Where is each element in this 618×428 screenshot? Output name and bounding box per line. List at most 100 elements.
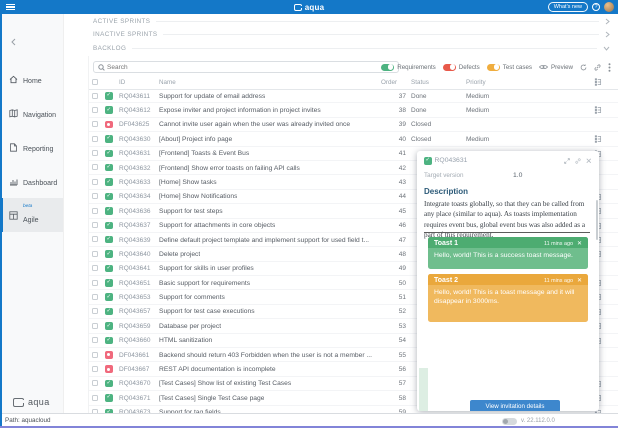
sidebar-item-reporting[interactable]: Reporting (0, 130, 63, 164)
toast-timestamp: 11 mins ago (544, 277, 573, 284)
requirement-icon: ✓ (105, 336, 113, 345)
table-row[interactable]: DF043625 Cannot invite user again when th… (89, 118, 618, 133)
sidebar-collapse-icon[interactable] (10, 38, 17, 46)
table-row[interactable]: ✓ RQ043633 [Home] Show tasks 43 (89, 175, 618, 190)
row-order: 46 (398, 222, 406, 230)
row-checkbox[interactable] (92, 351, 98, 358)
row-order: 55 (398, 351, 406, 359)
section-title: BACKLOG (93, 45, 127, 52)
table-row[interactable]: ✓ RQ043641 Support for skills in user prof… (89, 262, 618, 277)
row-checkbox[interactable] (92, 293, 98, 300)
row-checkbox[interactable] (92, 222, 98, 229)
popup-scrollbar[interactable] (595, 200, 598, 240)
menu-icon[interactable] (6, 4, 15, 10)
col-name[interactable]: Name (159, 79, 176, 86)
filter-toggle-requirements[interactable]: Requirements (381, 63, 436, 71)
search-icon (98, 63, 105, 71)
row-checkbox[interactable] (92, 337, 98, 344)
row-order: 47 (398, 236, 406, 244)
row-id: RQ043636 (119, 207, 151, 215)
filter-toggle-test-cases[interactable]: Test cases (486, 63, 532, 71)
table-row[interactable]: ✓ RQ043639 Define default project template… (89, 233, 618, 248)
preview-button[interactable]: Preview (538, 64, 573, 71)
sidebar-item-dashboard[interactable]: Dashboard (0, 164, 63, 198)
help-icon[interactable]: ? (592, 3, 600, 11)
row-checkbox[interactable] (92, 106, 98, 113)
popup-item-id[interactable]: RQ043631 (434, 157, 468, 165)
table-row[interactable]: ✓ RQ043670 [Test Cases] Show list of exist… (89, 377, 618, 392)
row-checkbox[interactable] (92, 236, 98, 243)
row-checkbox[interactable] (92, 394, 98, 401)
filter-toggle-defects[interactable]: Defects (442, 63, 480, 71)
row-name: Support for test case executions (159, 308, 255, 316)
row-name: [Frontend] Toasts & Event Bus (159, 150, 250, 158)
requirement-icon: ✓ (105, 408, 113, 415)
row-checkbox[interactable] (92, 164, 98, 171)
row-checkbox[interactable] (92, 365, 98, 372)
copy-link-icon[interactable] (574, 158, 581, 164)
row-checkbox[interactable] (92, 308, 98, 315)
row-checkbox[interactable] (92, 121, 98, 128)
row-order: 51 (398, 294, 406, 302)
row-id: RQ043612 (119, 106, 151, 114)
row-checkbox[interactable] (92, 207, 98, 214)
table-row[interactable]: ✓ RQ043612 Expose inviter and project info… (89, 103, 618, 118)
status-toggle[interactable] (502, 417, 517, 425)
expand-icon[interactable] (563, 157, 570, 164)
row-checkbox[interactable] (92, 150, 98, 157)
table-row[interactable]: DF043661 Backend should return 403 Forbid… (89, 348, 618, 363)
row-id: RQ043673 (119, 409, 150, 415)
col-priority[interactable]: Priority (466, 79, 486, 86)
row-id: RQ043641 (119, 265, 151, 273)
row-checkbox[interactable] (92, 265, 98, 272)
trace-links-icon[interactable] (594, 135, 602, 143)
requirement-icon: ✓ (105, 207, 113, 215)
table-row[interactable]: ✓ RQ043653 Support for comments 51 (89, 290, 618, 305)
row-order: 43 (398, 178, 406, 186)
requirement-icon: ✓ (105, 293, 113, 301)
section-active-sprints[interactable]: ACTIVE SPRINTS (93, 15, 610, 28)
section-inactive-sprints[interactable]: INACTIVE SPRINTS (93, 28, 610, 41)
section-backlog[interactable]: BACKLOG (93, 42, 610, 55)
col-status[interactable]: Status (411, 79, 429, 86)
row-checkbox[interactable] (92, 92, 98, 99)
close-icon[interactable] (585, 158, 592, 164)
row-checkbox[interactable] (92, 250, 98, 257)
row-checkbox[interactable] (92, 193, 98, 200)
row-checkbox[interactable] (92, 322, 98, 329)
toggle-switch[interactable] (486, 63, 500, 71)
col-id[interactable]: ID (119, 79, 126, 86)
close-icon: ✕ (576, 277, 582, 284)
select-all-checkbox[interactable] (92, 78, 98, 85)
toast-warning: Toast 2 11 mins ago ✕ Hello, world! This is… (428, 274, 588, 322)
link-button[interactable] (594, 63, 601, 71)
search-input[interactable] (107, 63, 398, 71)
sidebar-item-label: Reporting (23, 146, 54, 153)
column-settings-icon[interactable] (594, 78, 602, 86)
whats-new-button[interactable]: What's new (547, 2, 588, 12)
requirement-icon: ✓ (105, 106, 113, 114)
table-row[interactable]: ✓ RQ043632 [Frontend] Show error toasts on… (89, 161, 618, 176)
sidebar-item-label: Home (23, 78, 42, 85)
table-row[interactable]: ✓ RQ043611 Support for update of email add… (89, 89, 618, 104)
table-row[interactable]: DF043667 REST API documentation is incomp… (89, 362, 618, 377)
row-checkbox[interactable] (92, 279, 98, 286)
row-name: Support for comments (159, 294, 225, 302)
view-invitation-details-button: View invitation details (470, 400, 560, 411)
toggle-switch[interactable] (442, 63, 456, 71)
table-row[interactable]: ✓ RQ043630 [About] Project info page 40 Clos… (89, 132, 618, 147)
sidebar-item-navigation[interactable]: Navigation (0, 96, 63, 130)
col-order[interactable]: Order (381, 79, 398, 86)
search-box[interactable] (93, 61, 399, 73)
trace-links-icon[interactable] (594, 106, 602, 115)
sidebar-item-home[interactable]: Home (0, 62, 63, 96)
row-checkbox[interactable] (92, 380, 98, 387)
avatar[interactable] (604, 2, 614, 12)
toggle-switch[interactable] (381, 63, 395, 71)
row-checkbox[interactable] (92, 135, 98, 142)
more-menu-button[interactable] (608, 62, 611, 72)
row-checkbox[interactable] (92, 178, 98, 185)
refresh-button[interactable] (580, 63, 587, 71)
sidebar-item-agile[interactable]: beta Agile (0, 198, 63, 232)
row-id: RQ043634 (119, 193, 151, 201)
